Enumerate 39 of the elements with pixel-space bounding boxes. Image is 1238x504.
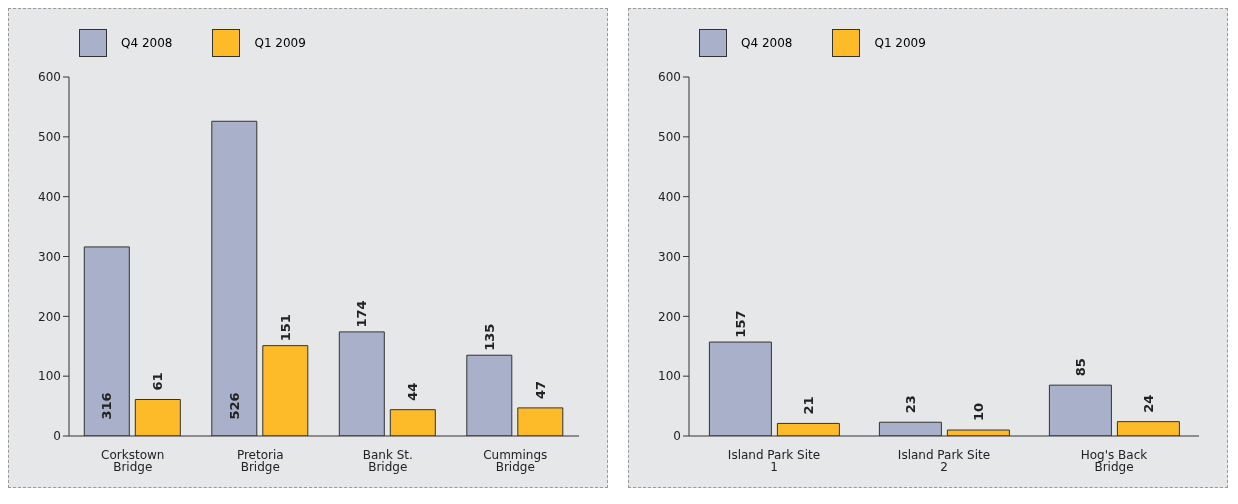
x-tick-label: Hog's Back Bridge xyxy=(1080,447,1148,474)
data-label: 135 xyxy=(481,323,497,351)
x-tick-label: Island Park Site 2 xyxy=(897,447,991,474)
data-label: 157 xyxy=(732,310,748,338)
x-tick-label: Island Park Site 1 xyxy=(727,447,821,474)
y-tick-label: 600 xyxy=(38,70,61,85)
y-tick-label: 100 xyxy=(658,369,681,384)
x-tick-label: Corkstown Bridge xyxy=(101,447,165,474)
data-label: 316 xyxy=(99,392,115,420)
legend-label: Q4 2008 xyxy=(121,36,173,50)
legend-label: Q1 2009 xyxy=(874,36,926,50)
data-label: 21 xyxy=(800,396,816,415)
y-tick-label: 200 xyxy=(38,309,61,324)
y-tick-label: 500 xyxy=(38,130,61,145)
data-label: 47 xyxy=(532,380,548,399)
y-tick-label: 300 xyxy=(38,249,61,264)
data-label: 174 xyxy=(354,300,370,328)
y-tick-label: 0 xyxy=(53,429,61,444)
data-label: 24 xyxy=(1140,394,1156,413)
data-label: 85 xyxy=(1072,358,1088,377)
y-tick-label: 500 xyxy=(658,130,681,145)
x-tick-label: Cummings Bridge xyxy=(483,447,548,474)
data-label: 44 xyxy=(405,382,421,401)
legend-label: Q4 2008 xyxy=(741,36,793,50)
data-label: 23 xyxy=(902,395,918,414)
y-tick-label: 400 xyxy=(658,189,681,204)
y-tick-label: 100 xyxy=(38,369,61,384)
data-label: 151 xyxy=(277,314,293,342)
data-label: 526 xyxy=(226,392,242,420)
data-label: 10 xyxy=(970,402,986,422)
y-tick-label: 400 xyxy=(38,189,61,204)
y-tick-label: 0 xyxy=(673,429,681,444)
y-tick-label: 600 xyxy=(658,70,681,85)
legend-label: Q1 2009 xyxy=(254,36,306,50)
data-label: 61 xyxy=(150,372,166,391)
x-tick-label: Bank St. Bridge xyxy=(362,447,413,474)
y-tick-label: 200 xyxy=(658,309,681,324)
x-tick-label: Pretoria Bridge xyxy=(236,447,284,474)
y-tick-label: 300 xyxy=(658,249,681,264)
